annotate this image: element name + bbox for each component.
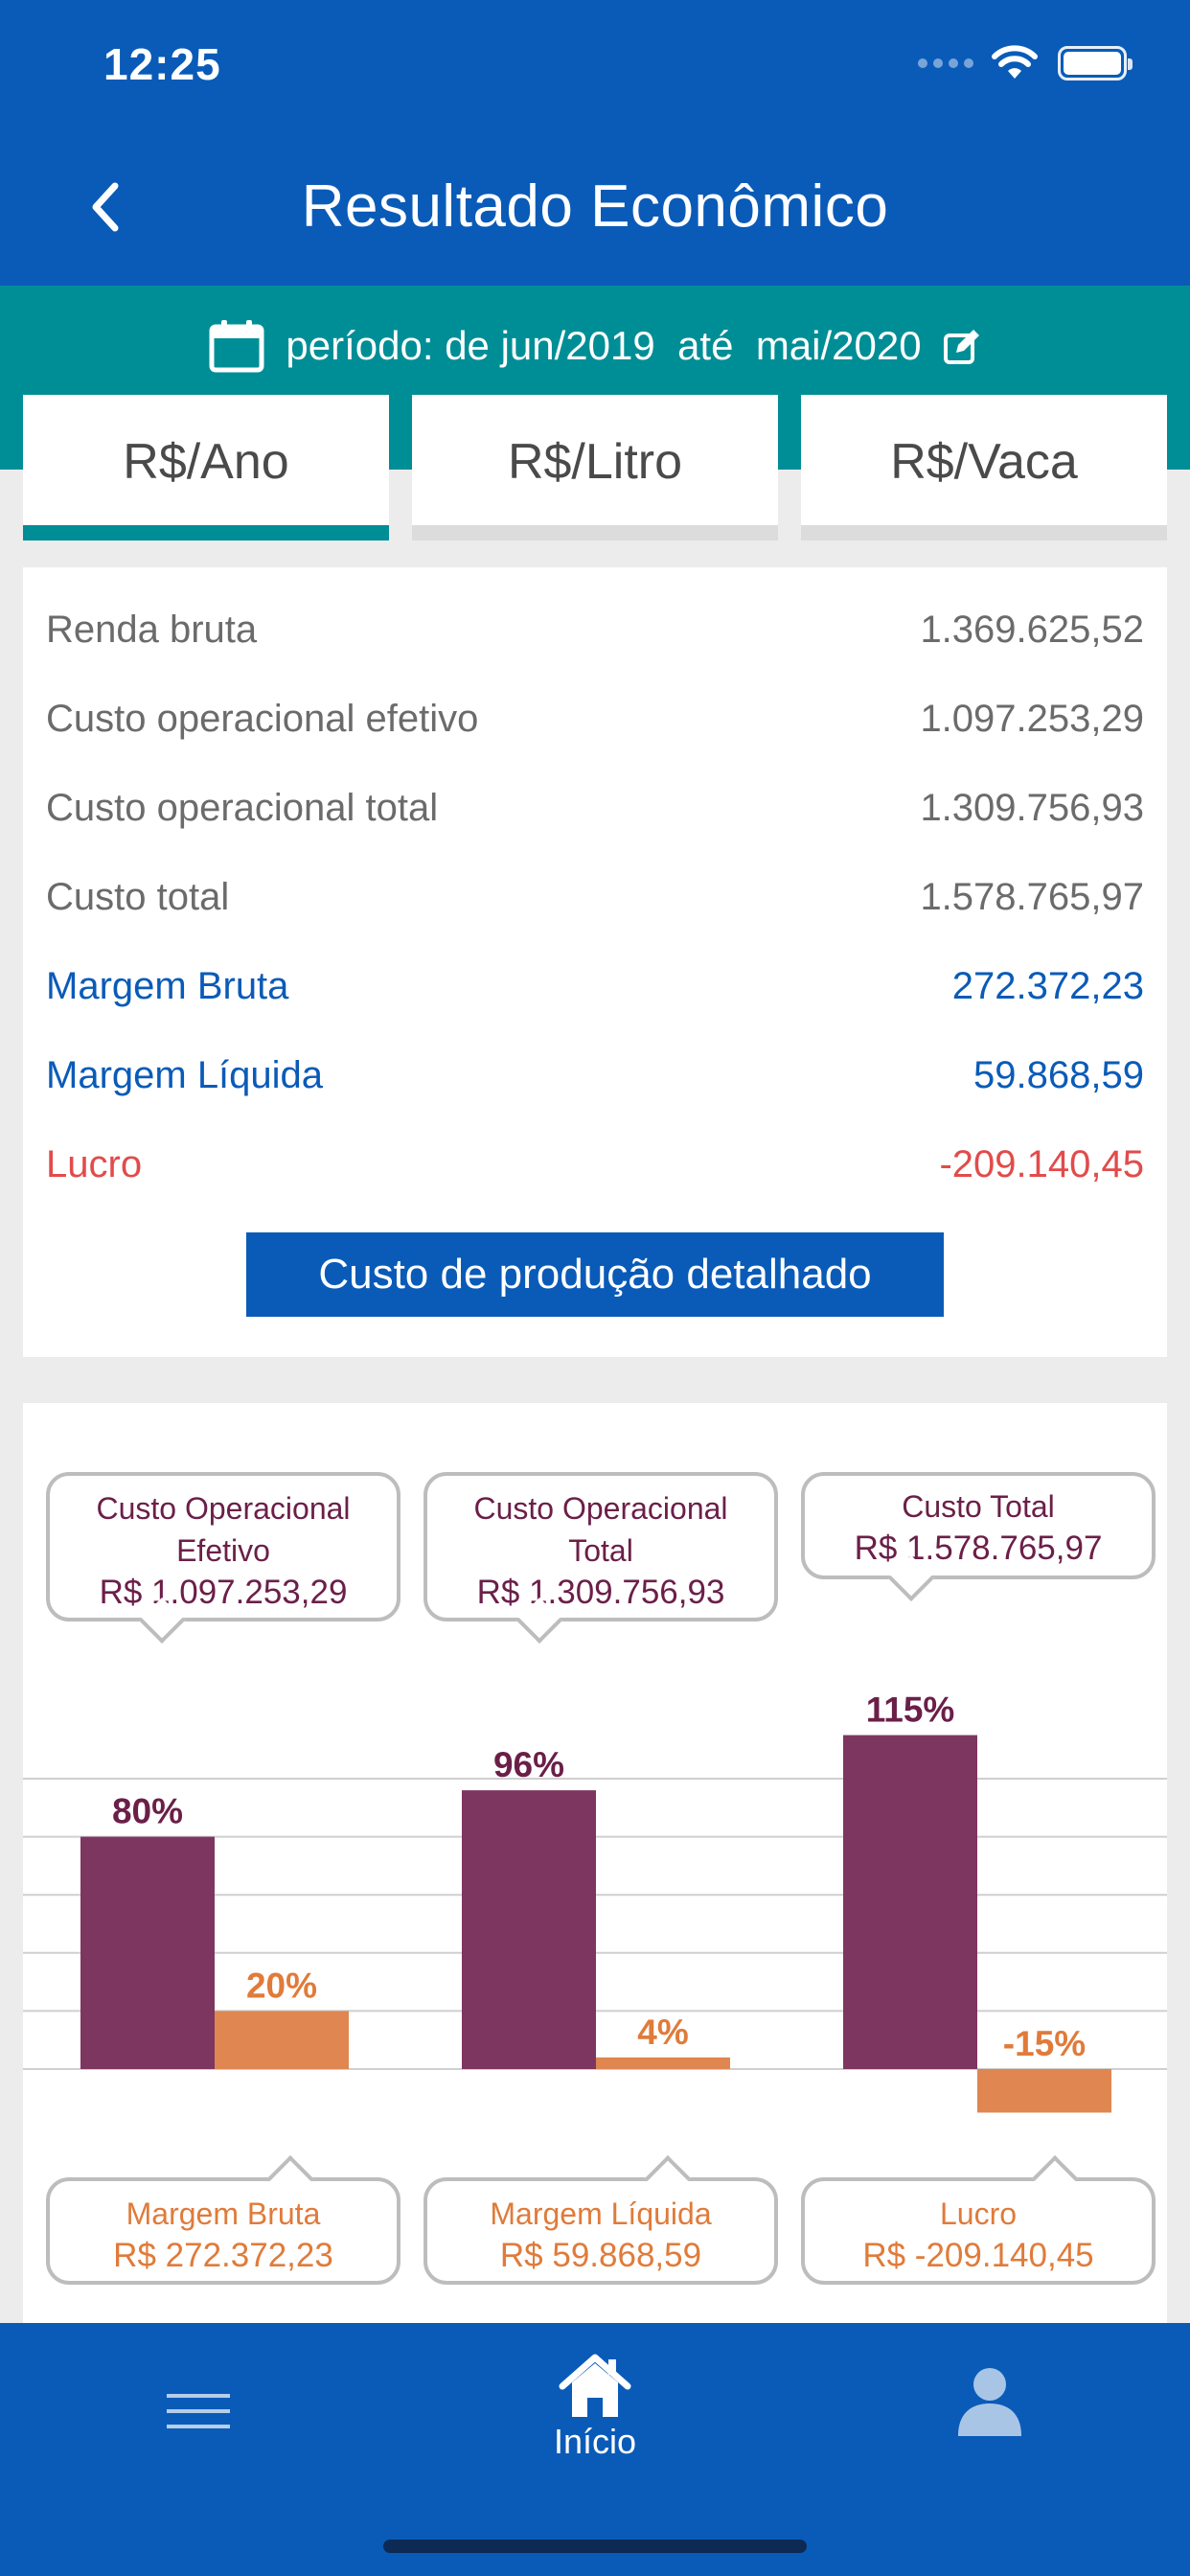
callout-custo-total: Custo Total R$ 1.578.765,97 <box>801 1472 1156 1602</box>
period-selector[interactable]: período: de jun/2019 até mai/2020 <box>0 314 1190 378</box>
summary-value: 272.372,23 <box>951 964 1144 1007</box>
bar-series2-group3 <box>977 2069 1111 2113</box>
tab-indicator <box>801 525 1167 540</box>
callout-title-line2: Efetivo <box>176 1533 270 1568</box>
summary-label: Custo operacional efetivo <box>46 697 479 740</box>
period-from: jun/2019 <box>500 323 655 368</box>
bottom-nav: Início <box>0 2323 1190 2576</box>
home-tab[interactable]: Início <box>499 2354 691 2469</box>
summary-row-custo-total: Custo total 1.578.765,97 <box>46 868 1144 926</box>
tab-ano[interactable]: R$/Ano <box>23 395 389 540</box>
bar-label: 115% <box>866 1690 955 1730</box>
back-chevron-icon[interactable] <box>86 180 125 234</box>
battery-icon <box>1058 46 1133 80</box>
summary-value: 1.097.253,29 <box>920 697 1144 740</box>
wifi-icon <box>992 45 1038 79</box>
period-to-prefix: até <box>677 323 734 368</box>
summary-value: 1.309.756,93 <box>920 786 1144 829</box>
tab-label: R$/Vaca <box>890 434 1078 490</box>
callout-amount: R$ 1.578.765,97 <box>854 1530 1103 1567</box>
bar-series1-group1 <box>80 1836 215 2069</box>
period-from-prefix: de <box>445 323 490 368</box>
bar-label: -15% <box>1003 2024 1086 2063</box>
summary-row-margem-bruta: Margem Bruta 272.372,23 <box>46 957 1144 1015</box>
summary-row-margem-liquida: Margem Líquida 59.868,59 <box>46 1046 1144 1104</box>
summary-label: Custo total <box>46 875 230 918</box>
bar-label: 96% <box>493 1745 564 1784</box>
callout-amount: R$ 1.097.253,29 <box>99 1574 348 1611</box>
summary-value: 1.369.625,52 <box>920 608 1144 651</box>
summary-row-custo-operacional-total: Custo operacional total 1.309.756,93 <box>46 779 1144 837</box>
top-bar: 12:25 Resultado Econômico <box>0 0 1190 286</box>
bar-series1-group2 <box>462 1790 596 2069</box>
callout-amount: R$ -209.140,45 <box>862 2237 1094 2274</box>
callout-margem-liquida: Margem Líquida R$ 59.868,59 <box>423 2154 778 2285</box>
callout-custo-operacional-efetivo: Custo Operacional Efetivo R$ 1.097.253,2… <box>46 1472 400 1644</box>
callout-margem-bruta: Margem Bruta R$ 272.372,23 <box>46 2154 400 2285</box>
bar-label: 80% <box>112 1792 183 1831</box>
callout-lucro: Lucro R$ -209.140,45 <box>801 2154 1156 2285</box>
menu-icon[interactable] <box>167 2388 230 2436</box>
user-profile-icon[interactable] <box>956 2363 1023 2436</box>
callout-title-line1: Custo Operacional <box>96 1491 351 1526</box>
summary-label: Lucro <box>46 1142 143 1185</box>
chart-card: Custo Operacional Efetivo R$ 1.097.253,2… <box>23 1403 1167 2323</box>
callout-title: Margem Líquida <box>490 2196 712 2231</box>
bar-label: 20% <box>246 1966 317 2005</box>
cost-margin-bar-chart: 80% 96% 115% 20% 4% -15% <box>23 1690 1167 2113</box>
callout-title: Margem Bruta <box>126 2196 321 2231</box>
summary-label: Margem Líquida <box>46 1053 324 1096</box>
calendar-icon <box>209 320 264 373</box>
period-to: mai/2020 <box>755 323 922 368</box>
callout-custo-operacional-total: Custo Operacional Total R$ 1.309.756,93 <box>423 1472 778 1644</box>
detailed-cost-button[interactable]: Custo de produção detalhado <box>246 1232 944 1317</box>
summary-value: 59.868,59 <box>973 1053 1144 1096</box>
home-indicator <box>383 2540 807 2553</box>
bar-series1-group3 <box>843 1735 977 2069</box>
tab-indicator <box>23 525 389 540</box>
summary-label: Custo operacional total <box>46 786 439 829</box>
summary-row-custo-operacional-efetivo: Custo operacional efetivo 1.097.253,29 <box>46 690 1144 748</box>
tab-indicator <box>412 525 778 540</box>
tab-litro[interactable]: R$/Litro <box>412 395 778 540</box>
summary-value: -209.140,45 <box>939 1142 1144 1185</box>
home-icon <box>559 2354 631 2417</box>
home-label: Início <box>553 2422 637 2461</box>
summary-row-lucro: Lucro -209.140,45 <box>46 1136 1144 1193</box>
bar-series2-group2 <box>596 2057 730 2069</box>
page-title: Resultado Econômico <box>301 173 889 240</box>
bar-series2-group1 <box>215 2011 349 2069</box>
summary-row-renda-bruta: Renda bruta 1.369.625,52 <box>46 601 1144 658</box>
tab-label: R$/Litro <box>507 434 683 490</box>
unit-tabs: R$/Ano R$/Litro R$/Vaca <box>23 395 1167 540</box>
bar-label: 4% <box>637 2012 688 2052</box>
tab-label: R$/Ano <box>123 434 289 490</box>
callout-title-line1: Custo Total <box>902 1489 1055 1524</box>
callout-title: Lucro <box>939 2196 1018 2231</box>
signal-icon <box>918 58 973 68</box>
tab-vaca[interactable]: R$/Vaca <box>801 395 1167 540</box>
summary-value: 1.578.765,97 <box>920 875 1144 918</box>
callout-title-line2: Total <box>568 1533 633 1568</box>
callout-amount: R$ 1.309.756,93 <box>476 1574 725 1611</box>
summary-card: Renda bruta 1.369.625,52 Custo operacion… <box>23 567 1167 1357</box>
status-icons <box>918 44 1133 82</box>
period-label: período: <box>286 323 434 368</box>
callout-title-line1: Custo Operacional <box>473 1491 728 1526</box>
summary-label: Renda bruta <box>46 608 258 651</box>
callout-amount: R$ 59.868,59 <box>499 2237 702 2274</box>
edit-icon[interactable] <box>943 327 981 365</box>
status-time: 12:25 <box>103 39 221 89</box>
summary-label: Margem Bruta <box>46 964 289 1007</box>
callout-amount: R$ 272.372,23 <box>113 2237 333 2274</box>
